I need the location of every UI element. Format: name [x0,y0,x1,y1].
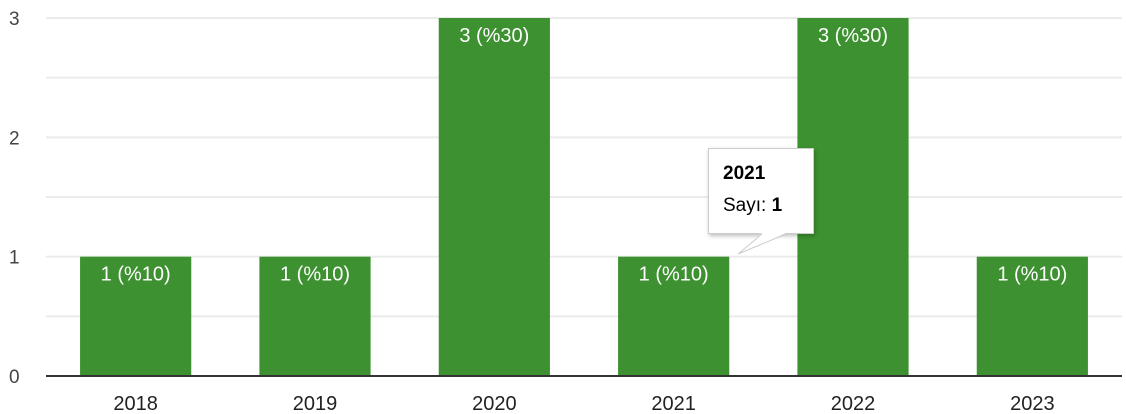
x-tick-label: 2018 [113,393,158,414]
x-tick-label: 2020 [472,393,517,414]
bar[interactable] [80,256,192,376]
tooltip: 2021 Sayı: 1 [708,148,814,234]
gridlines [46,17,1122,318]
x-tick-label: 2023 [1010,393,1055,414]
bar-data-label: 1 (%10) [639,264,709,286]
x-tick-label: 2021 [651,393,696,414]
tooltip-title: 2021 [723,163,766,184]
x-tick-label: 2022 [831,393,876,414]
y-tick-label: 2 [9,128,20,149]
bar[interactable] [259,256,371,376]
bar[interactable] [797,18,909,376]
y-tick-label: 1 [9,248,20,269]
y-tick-label: 3 [9,9,20,30]
tooltip-label: Sayı: [723,195,772,216]
x-axis-ticks: 2018 2019 2020 2021 2022 2023 [113,393,1054,414]
bar-data-label: 3 (%30) [818,25,888,47]
bars [80,18,1088,376]
tooltip-row: Sayı: 1 [723,195,782,217]
y-axis-ticks: 0 1 2 3 [9,9,20,388]
bar-data-label: 1 (%10) [997,264,1067,286]
bar-data-label: 3 (%30) [459,25,529,47]
bar-data-label: 1 (%10) [280,264,350,286]
tooltip-value: 1 [771,195,783,216]
bar-data-label: 1 (%10) [101,264,171,286]
y-tick-label: 0 [9,367,20,388]
bar-data-labels: 1 (%10) 1 (%10) 3 (%30) 1 (%10) 3 (%30) 1 (%1… [101,25,1068,286]
bar[interactable] [976,256,1088,376]
bar[interactable] [438,18,550,376]
bar[interactable] [618,256,730,376]
x-tick-label: 2019 [293,393,338,414]
